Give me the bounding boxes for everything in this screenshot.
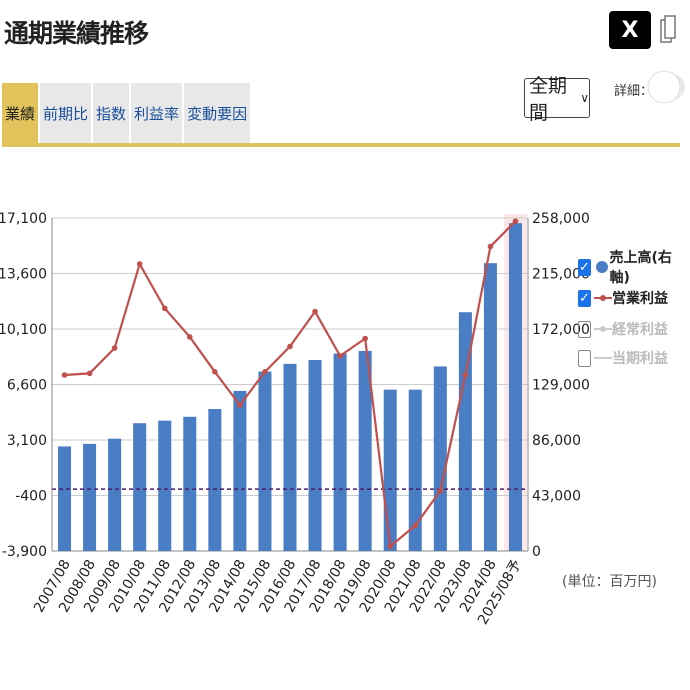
right-tick-label: 172,000 [532, 322, 590, 338]
checkbox-checked-icon[interactable]: ✓ [578, 258, 591, 276]
right-tick-label: 0 [532, 544, 541, 560]
tab-underline [2, 143, 680, 147]
line-point [312, 308, 318, 315]
checkbox-checked-icon[interactable]: ✓ [578, 289, 591, 307]
line-point [462, 372, 469, 378]
bar [433, 366, 447, 551]
period-select[interactable]: 全期間 ∨ [524, 75, 590, 124]
chevron-down-icon: ∨ [580, 91, 589, 105]
tab-factors[interactable]: 変動要因 [184, 83, 251, 143]
bar [308, 359, 322, 551]
tab-results[interactable]: 業績 [2, 83, 39, 143]
copy-icon[interactable] [660, 14, 676, 46]
bar [158, 420, 172, 551]
line-point [86, 370, 93, 377]
legend-label: 営業利益 [612, 291, 668, 307]
detail-toggle[interactable] [645, 66, 685, 106]
bar [108, 438, 122, 551]
bar [233, 390, 247, 551]
left-tick-label: 10,100 [0, 322, 47, 338]
left-tick-label: -3,900 [2, 544, 47, 560]
right-tick-label: 215,000 [532, 267, 590, 283]
bar [408, 389, 422, 551]
line-point [237, 402, 243, 408]
x-share-button[interactable]: X [609, 11, 651, 49]
bar [258, 371, 272, 551]
detail-label: 詳細： [614, 84, 654, 99]
legend-item-sales[interactable]: ✓ 売上高(右軸) [578, 250, 690, 286]
bar [333, 353, 347, 551]
line-point [287, 343, 293, 350]
bar [58, 446, 72, 551]
line-point [111, 345, 118, 351]
dot-icon [595, 261, 608, 273]
legend-item-operating-profit[interactable]: ✓ 営業利益 [578, 286, 668, 310]
left-tick-label: 13,600 [0, 267, 47, 283]
bar [508, 223, 522, 552]
line-point [337, 353, 343, 359]
tab-bar: 業績 前期比 指数 利益率 変動要因 [2, 83, 251, 143]
legend-label: 当期利益 [612, 351, 668, 367]
right-tick-label: 258,000 [532, 211, 590, 227]
bar [208, 409, 222, 551]
line-point [262, 369, 268, 375]
checkbox-unchecked-icon[interactable] [578, 349, 591, 367]
line-point [212, 369, 218, 375]
bar [483, 263, 497, 551]
line-point [186, 334, 193, 340]
line-point [512, 218, 519, 224]
period-value: 全期間 [529, 75, 568, 124]
line-point [387, 543, 394, 550]
bar [283, 363, 297, 551]
right-tick-label: 43,000 [532, 489, 581, 505]
bar [458, 312, 472, 551]
line-point [61, 372, 68, 378]
bar [133, 423, 147, 551]
tab-margin[interactable]: 利益率 [131, 83, 183, 143]
tab-index[interactable]: 指数 [93, 83, 130, 143]
bar [183, 416, 197, 551]
legend-label: 経常利益 [612, 322, 668, 338]
line-point [412, 522, 419, 529]
legend-label: 売上高(右軸) [609, 250, 672, 286]
left-tick-label: 6,600 [7, 378, 47, 394]
line-icon [594, 357, 612, 359]
right-tick-label: 129,000 [532, 378, 590, 394]
bar [358, 350, 372, 551]
legend-item-net-profit[interactable]: 当期利益 [578, 346, 668, 370]
line-point [136, 261, 143, 267]
checkbox-unchecked-icon[interactable] [578, 320, 591, 338]
bar [83, 443, 97, 551]
bar [383, 389, 397, 551]
left-tick-label: -400 [15, 489, 47, 505]
line-point [487, 243, 494, 250]
x-logo-icon: X [621, 17, 639, 43]
line-marker-icon [594, 326, 612, 332]
left-tick-label: 17,100 [0, 211, 47, 227]
line-point [362, 335, 368, 342]
page-title: 通期業績推移 [4, 19, 149, 48]
tab-yoy[interactable]: 前期比 [40, 83, 92, 143]
line-marker-icon [594, 295, 612, 301]
right-tick-label: 86,000 [532, 433, 581, 449]
legend-item-ordinary-profit[interactable]: 経常利益 [578, 317, 668, 341]
unit-label: (単位：百万円) [562, 574, 657, 590]
left-tick-label: 3,100 [7, 433, 47, 449]
line-point [161, 305, 168, 312]
line-point [437, 487, 444, 494]
